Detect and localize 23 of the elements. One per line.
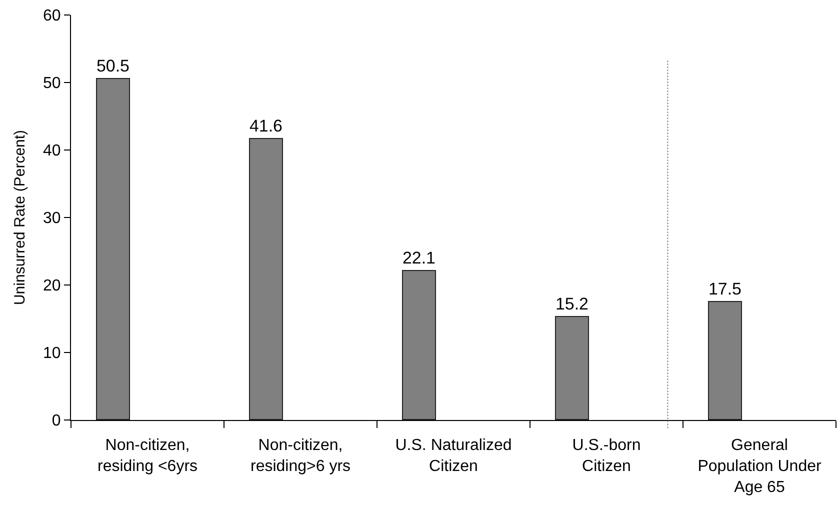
y-tick-label: 10 <box>43 345 61 362</box>
data-label: 41.6 <box>250 116 282 136</box>
y-tick-label: 60 <box>43 8 61 25</box>
x-tick-label: U.S. Naturalized Citizen <box>395 437 512 475</box>
data-label: 17.5 <box>708 280 742 299</box>
data-label: 50.5 <box>96 56 130 76</box>
x-tick-label: Non-citizen, residing>6 yrs <box>250 437 351 475</box>
data-label: 22.1 <box>402 248 436 268</box>
bar <box>96 78 130 420</box>
x-tick-label: U.S.-born Citizen <box>572 437 641 475</box>
bar <box>555 316 589 420</box>
y-tick-label: 0 <box>52 412 61 430</box>
y-tick-label: 30 <box>43 210 61 228</box>
y-tick-label: 20 <box>43 278 61 295</box>
y-tick-label: 50 <box>43 75 61 92</box>
y-tick-label: 40 <box>43 142 61 160</box>
bar <box>249 138 283 420</box>
y-axis-title: Uninsurred Rate (Percent) <box>11 130 28 306</box>
bar <box>708 301 742 420</box>
data-label: 15.2 <box>556 294 588 314</box>
bar <box>402 270 436 420</box>
x-tick-label: General Population Under Age 65 <box>698 437 822 496</box>
x-tick-label: Non-citizen, residing <6yrs <box>97 437 198 475</box>
